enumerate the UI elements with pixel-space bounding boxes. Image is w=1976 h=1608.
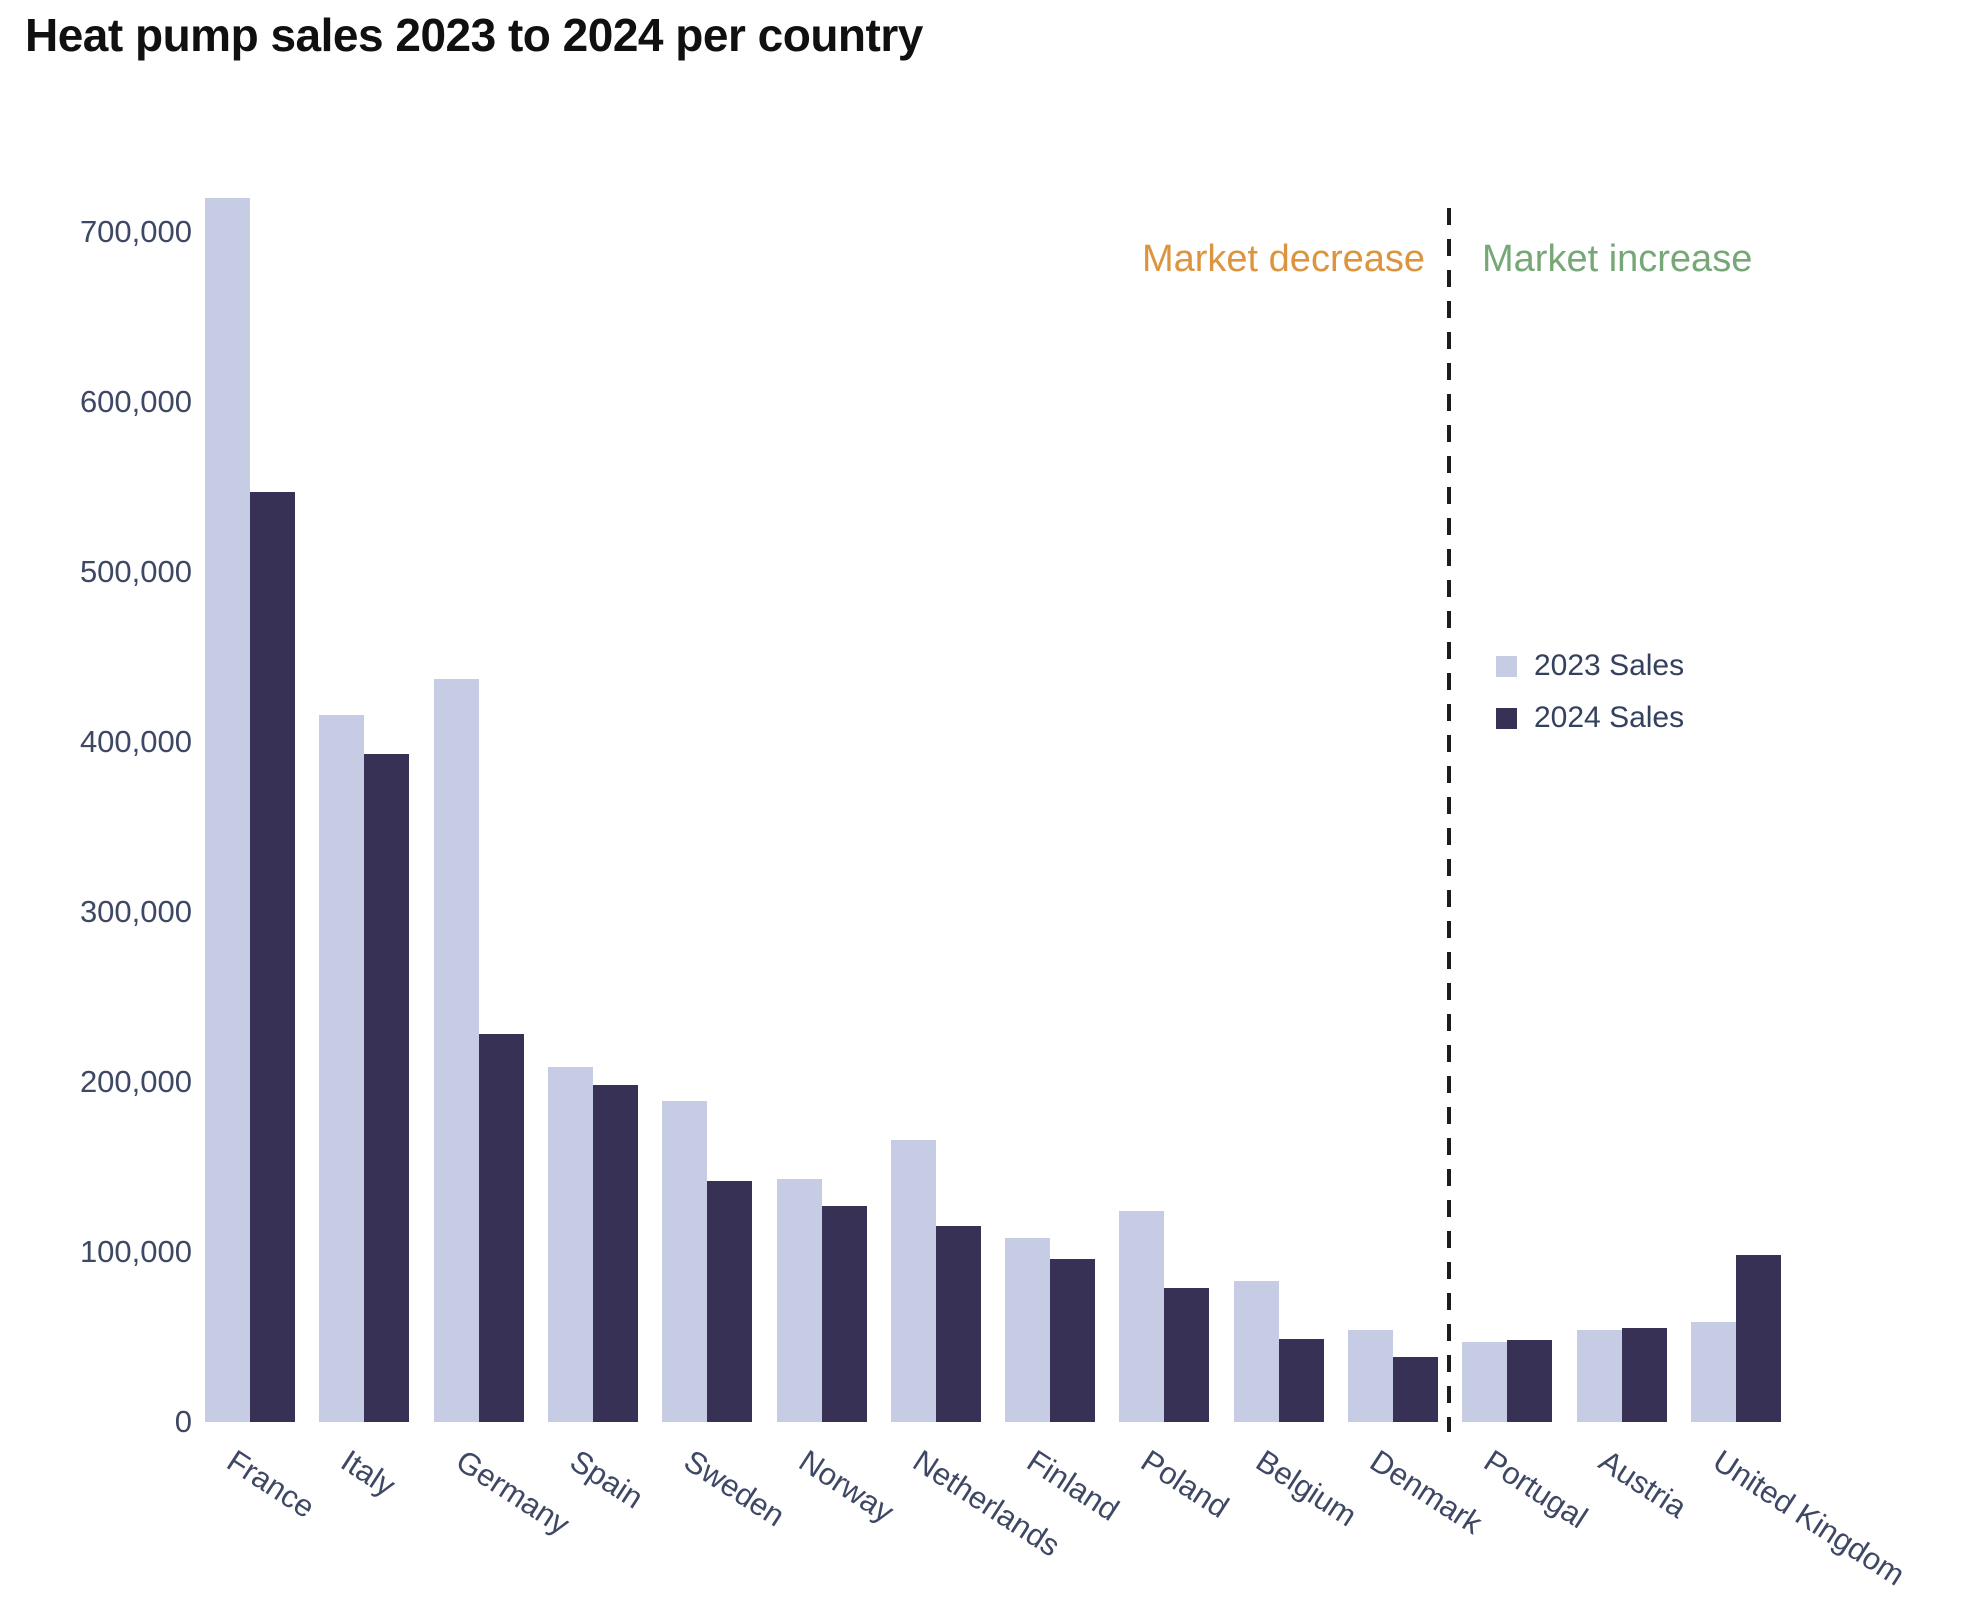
legend-label: 2023 Sales [1534, 649, 1685, 682]
y-tick-label-100000: 100,000 [79, 1234, 192, 1269]
bar-2024-denmark [1393, 1357, 1438, 1422]
bar-2024-austria [1622, 1328, 1667, 1422]
bar-2023-united-kingdom [1691, 1322, 1736, 1422]
annotation-market-increase: Market increase [1482, 238, 1753, 280]
y-tick-label-400000: 400,000 [79, 724, 192, 759]
bar-2024-finland [1050, 1259, 1095, 1422]
legend-swatch-2023-sales [1496, 655, 1517, 677]
bar-2024-norway [822, 1206, 867, 1422]
chart-title: Heat pump sales 2023 to 2024 per country [25, 9, 923, 61]
bar-2023-germany [434, 679, 479, 1422]
x-tick-label-spain: Spain [563, 1443, 650, 1516]
bar-2024-sweden [707, 1181, 752, 1422]
x-tick-label-portugal: Portugal [1477, 1443, 1594, 1536]
bar-2023-portugal [1462, 1342, 1507, 1422]
bar-2023-spain [548, 1067, 593, 1422]
bar-2024-belgium [1279, 1339, 1324, 1422]
bar-2024-germany [479, 1034, 524, 1422]
bar-2023-italy [319, 715, 364, 1422]
legend: 2023 Sales 2024 Sales [1496, 648, 1684, 736]
bar-2023-belgium [1234, 1281, 1279, 1422]
bar-2024-poland [1164, 1288, 1209, 1422]
bar-2024-netherlands [936, 1226, 981, 1422]
x-tick-label-austria: Austria [1592, 1443, 1693, 1525]
legend-label: 2024 Sales [1534, 701, 1685, 734]
x-tick-label-italy: Italy [334, 1443, 402, 1504]
x-tick-label-belgium: Belgium [1249, 1443, 1363, 1534]
y-tick-label-600000: 600,000 [79, 384, 192, 419]
y-tick-label-700000: 700,000 [79, 214, 192, 249]
bar-2024-portugal [1507, 1340, 1552, 1422]
bar-2023-finland [1005, 1238, 1050, 1422]
bar-2024-united-kingdom [1736, 1255, 1781, 1422]
x-tick-label-norway: Norway [792, 1443, 901, 1530]
bar-2024-france [250, 492, 295, 1422]
bar-2023-denmark [1348, 1330, 1393, 1422]
y-tick-label-500000: 500,000 [79, 554, 192, 589]
x-tick-label-poland: Poland [1134, 1443, 1235, 1525]
legend-swatch-2024-sales [1496, 707, 1517, 729]
bar-2023-norway [777, 1179, 822, 1422]
bar-2024-spain [593, 1085, 638, 1422]
bar-2023-austria [1577, 1330, 1622, 1422]
x-tick-label-france: France [220, 1443, 321, 1525]
bar-2023-netherlands [891, 1140, 936, 1422]
bar-2023-poland [1119, 1211, 1164, 1422]
legend-item-2024-sales: 2024 Sales [1496, 700, 1684, 736]
y-tick-label-300000: 300,000 [79, 894, 192, 929]
y-tick-label-200000: 200,000 [79, 1064, 192, 1099]
x-tick-label-denmark: Denmark [1363, 1443, 1489, 1541]
x-tick-label-united-kingdom: United Kingdom [1706, 1443, 1911, 1593]
bar-2024-italy [364, 754, 409, 1422]
bar-2023-france [205, 198, 250, 1422]
bar-2023-sweden [662, 1101, 707, 1422]
legend-item-2023-sales: 2023 Sales [1496, 648, 1684, 684]
x-tick-label-sweden: Sweden [677, 1443, 791, 1534]
market-divider-dashed-line [1447, 208, 1451, 1432]
y-tick-label-0: 0 [174, 1404, 192, 1439]
annotation-market-decrease: Market decrease [1141, 238, 1425, 280]
x-tick-label-germany: Germany [449, 1443, 576, 1542]
